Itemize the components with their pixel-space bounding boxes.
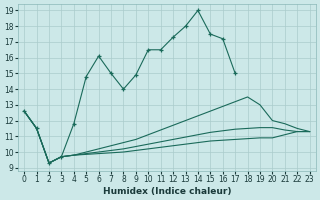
X-axis label: Humidex (Indice chaleur): Humidex (Indice chaleur): [103, 187, 231, 196]
